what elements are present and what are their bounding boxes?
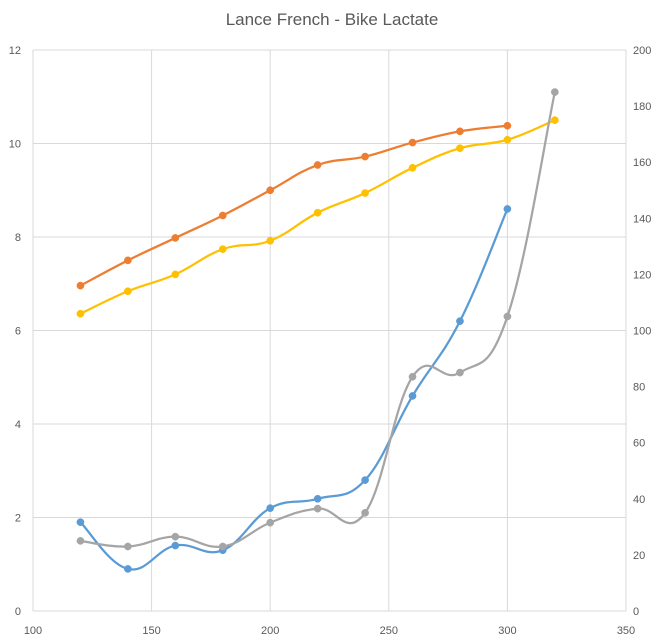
data-point xyxy=(76,518,85,527)
y2-axis-tick-label: 140 xyxy=(633,213,651,225)
data-point xyxy=(503,121,512,130)
data-point xyxy=(408,372,417,381)
y2-axis-tick-label: 60 xyxy=(633,438,645,450)
y-axis-tick-label: 6 xyxy=(15,326,21,338)
data-point xyxy=(124,287,132,296)
y2-axis-tick-label: 20 xyxy=(633,550,645,562)
data-point xyxy=(361,508,369,517)
y-axis-tick-label: 2 xyxy=(15,513,21,525)
data-point xyxy=(313,208,322,217)
data-point xyxy=(218,245,227,254)
y2-axis-tick-label: 100 xyxy=(633,326,651,338)
data-point xyxy=(171,270,180,279)
x-axis-tick-label: 250 xyxy=(380,625,398,637)
data-point xyxy=(76,309,85,318)
x-axis-tick-label: 300 xyxy=(498,625,516,637)
data-point xyxy=(218,211,227,220)
y-axis-tick-label: 10 xyxy=(9,139,21,151)
data-point xyxy=(456,317,464,325)
data-point xyxy=(456,368,464,377)
data-point xyxy=(124,565,132,573)
data-point xyxy=(503,135,512,144)
data-point xyxy=(361,189,369,197)
y-axis-tick-label: 12 xyxy=(9,45,21,57)
data-point xyxy=(266,518,275,527)
y-axis-tick-label: 0 xyxy=(15,606,21,618)
data-point xyxy=(361,476,369,484)
data-point xyxy=(76,281,85,290)
data-point xyxy=(550,116,559,124)
y-axis-tick-label: 4 xyxy=(15,419,21,431)
data-point xyxy=(408,392,417,400)
chart-title: Lance French - Bike Lactate xyxy=(225,10,439,29)
x-axis-tick-label: 350 xyxy=(617,625,635,637)
y-axis-tick-label: 8 xyxy=(15,232,21,244)
data-point xyxy=(124,256,132,265)
data-point xyxy=(503,312,512,321)
x-axis-tick-label: 200 xyxy=(261,625,279,637)
data-point xyxy=(456,144,464,153)
data-point xyxy=(313,504,322,513)
data-point xyxy=(456,127,464,136)
data-point xyxy=(408,138,417,147)
y2-axis-tick-label: 180 xyxy=(633,101,651,113)
data-point xyxy=(550,88,559,96)
x-axis-tick-label: 100 xyxy=(24,625,42,637)
data-point xyxy=(313,161,322,169)
data-point xyxy=(76,537,85,545)
y2-axis-tick-label: 200 xyxy=(633,45,651,57)
x-axis-tick-label: 150 xyxy=(142,625,160,637)
y2-axis-tick-label: 160 xyxy=(633,157,651,169)
data-point xyxy=(361,152,369,161)
data-point xyxy=(266,236,275,245)
data-point xyxy=(266,504,275,512)
data-point xyxy=(503,205,512,213)
y2-axis-tick-label: 40 xyxy=(633,494,645,506)
data-point xyxy=(171,541,180,550)
y2-axis-tick-label: 120 xyxy=(633,269,651,281)
data-point xyxy=(266,186,275,195)
y2-axis-tick-label: 0 xyxy=(633,606,639,618)
data-point xyxy=(313,494,322,503)
data-point xyxy=(171,532,180,541)
data-point xyxy=(218,542,227,551)
series-line-3 xyxy=(79,208,509,571)
y2-axis-tick-label: 80 xyxy=(633,382,645,394)
data-point xyxy=(408,163,417,172)
data-point xyxy=(124,542,132,551)
data-point xyxy=(171,234,180,242)
series-line-1 xyxy=(79,124,508,287)
